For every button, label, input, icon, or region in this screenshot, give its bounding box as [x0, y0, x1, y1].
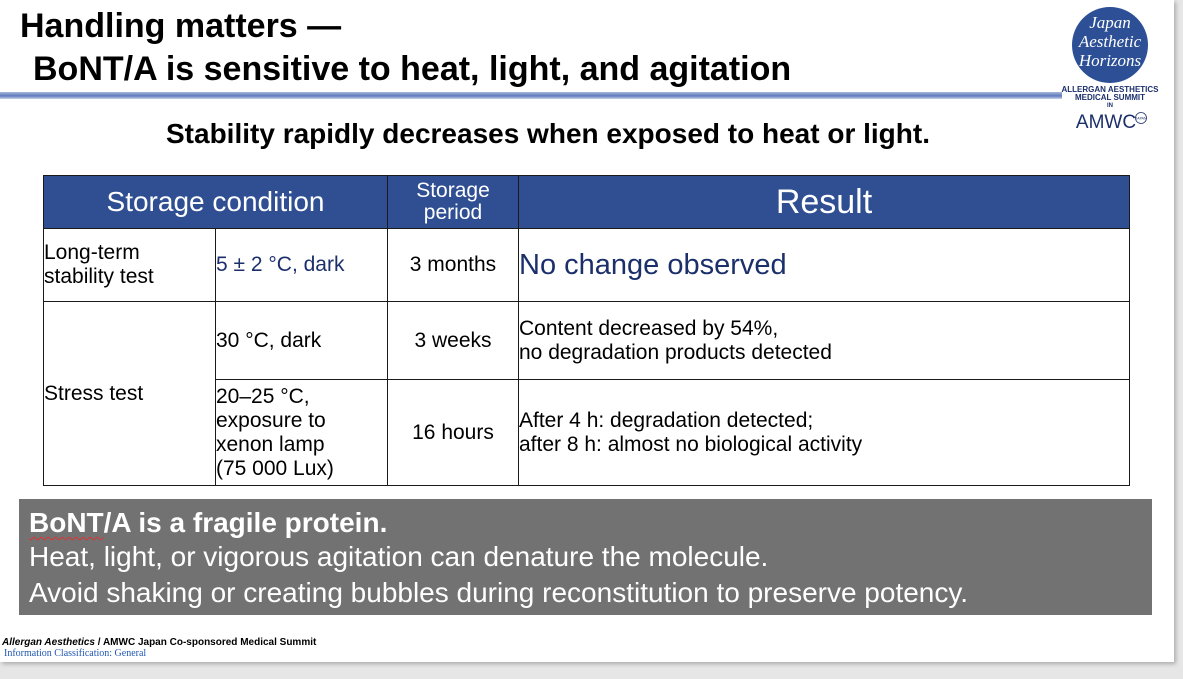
stress-light-condition-line-1: 20–25 °C,: [216, 384, 310, 408]
subtitle: Stability rapidly decreases when exposed…: [166, 118, 930, 149]
footer-classification: Information Classification: General: [4, 648, 147, 659]
cell-stress-light-condition: 20–25 °C, exposure to xenon lamp (75 000…: [215, 379, 388, 486]
stress-light-condition-line-3: xenon lamp: [216, 432, 325, 456]
stress-dark-result-line-1: Content decreased by 54%,: [519, 316, 779, 340]
stress-dark-result-line-2: no degradation products detected: [519, 340, 832, 364]
cell-stress-light-result: After 4 h: degradation detected; after 8…: [518, 379, 1130, 486]
stress-light-condition-line-2: exposure to: [216, 408, 326, 432]
cell-long-term-result: No change observed: [518, 228, 1130, 302]
storage-stability-table: Storage condition Storage period Result …: [43, 175, 1130, 486]
header-storage-condition: Storage condition: [43, 175, 388, 229]
logo-line-1: Japan: [1089, 13, 1131, 32]
japan-aesthetic-horizons-logo: Japan Aesthetic Horizons ALLERGAN AESTHE…: [1061, 7, 1159, 133]
logo-line-2: Aesthetic: [1078, 32, 1142, 51]
table-row-stress-dark: Stress test 30 °C, dark 3 weeks Content …: [43, 301, 1130, 486]
table-header-row: Storage condition Storage period Result: [43, 175, 1130, 229]
title-divider: [0, 92, 1062, 99]
logo-brand-tag-circle: [1135, 112, 1147, 124]
table-row-long-term: Long-term stability test 5 ± 2 °C, dark …: [43, 228, 1130, 302]
logo-badge: [1072, 7, 1148, 83]
cell-stress-label: Stress test: [43, 301, 216, 486]
logo-sub-1: ALLERGAN AESTHETICS: [1061, 85, 1159, 94]
key-message-line-1: Heat, light, or vigorous agitation can d…: [29, 541, 769, 572]
key-message-heading: BoNT/A is a fragile protein.: [29, 507, 387, 539]
title-line-1: Handling matters —: [20, 7, 342, 45]
footer-rest: / AMWC Japan Co-sponsored Medical Summit: [95, 637, 317, 648]
cell-stress-dark-result: Content decreased by 54%, no degradation…: [518, 301, 1130, 380]
slide: Handling matters — BoNT/A is sensitive t…: [0, 0, 1174, 662]
cell-long-term-period: 3 months: [387, 228, 519, 302]
logo-sub-2: MEDICAL SUMMIT: [1075, 93, 1145, 102]
logo-sub-3: IN: [1107, 103, 1113, 109]
key-message-heading-spellcheck-word: BoNT: [29, 507, 104, 538]
key-message-heading-rest: /A is a fragile protein.: [103, 507, 388, 538]
footer-brand: Allergan Aesthetics: [2, 637, 95, 648]
long-term-label-line-1: Long-term: [44, 241, 140, 264]
cell-stress-light-period: 16 hours: [387, 379, 519, 486]
logo-brand-tag: JAPAN: [1135, 117, 1146, 121]
logo-line-3: Horizons: [1078, 51, 1142, 70]
table-row-stress-light: 20–25 °C, exposure to xenon lamp (75 000…: [44, 379, 1130, 486]
header-period-line-2: period: [423, 201, 483, 224]
logo-brand: AMWC: [1076, 112, 1136, 133]
stress-light-condition-line-4: (75 000 Lux): [216, 456, 334, 480]
title-line-2: BoNT/A is sensitive to heat, light, and …: [33, 50, 792, 88]
header-storage-period: Storage period: [387, 175, 519, 229]
stress-light-result-line-2: after 8 h: almost no biological activity: [519, 432, 863, 456]
cell-long-term-condition: 5 ± 2 °C, dark: [215, 228, 388, 302]
long-term-label-line-2: stability test: [44, 265, 154, 288]
header-result: Result: [518, 175, 1130, 229]
key-message-line-2: Avoid shaking or creating bubbles during…: [29, 577, 969, 608]
footer-sponsor: Allergan Aesthetics / AMWC Japan Co-spon…: [2, 637, 316, 649]
cell-stress-dark-condition: 30 °C, dark: [215, 301, 388, 380]
stress-light-result-line-1: After 4 h: degradation detected;: [519, 408, 814, 432]
cell-long-term-label: Long-term stability test: [43, 228, 216, 302]
header-period-line-1: Storage: [416, 179, 490, 202]
cell-stress-dark-period: 3 weeks: [387, 301, 519, 380]
key-message-box: BoNT/A is a fragile protein. Heat, light…: [19, 499, 1152, 615]
